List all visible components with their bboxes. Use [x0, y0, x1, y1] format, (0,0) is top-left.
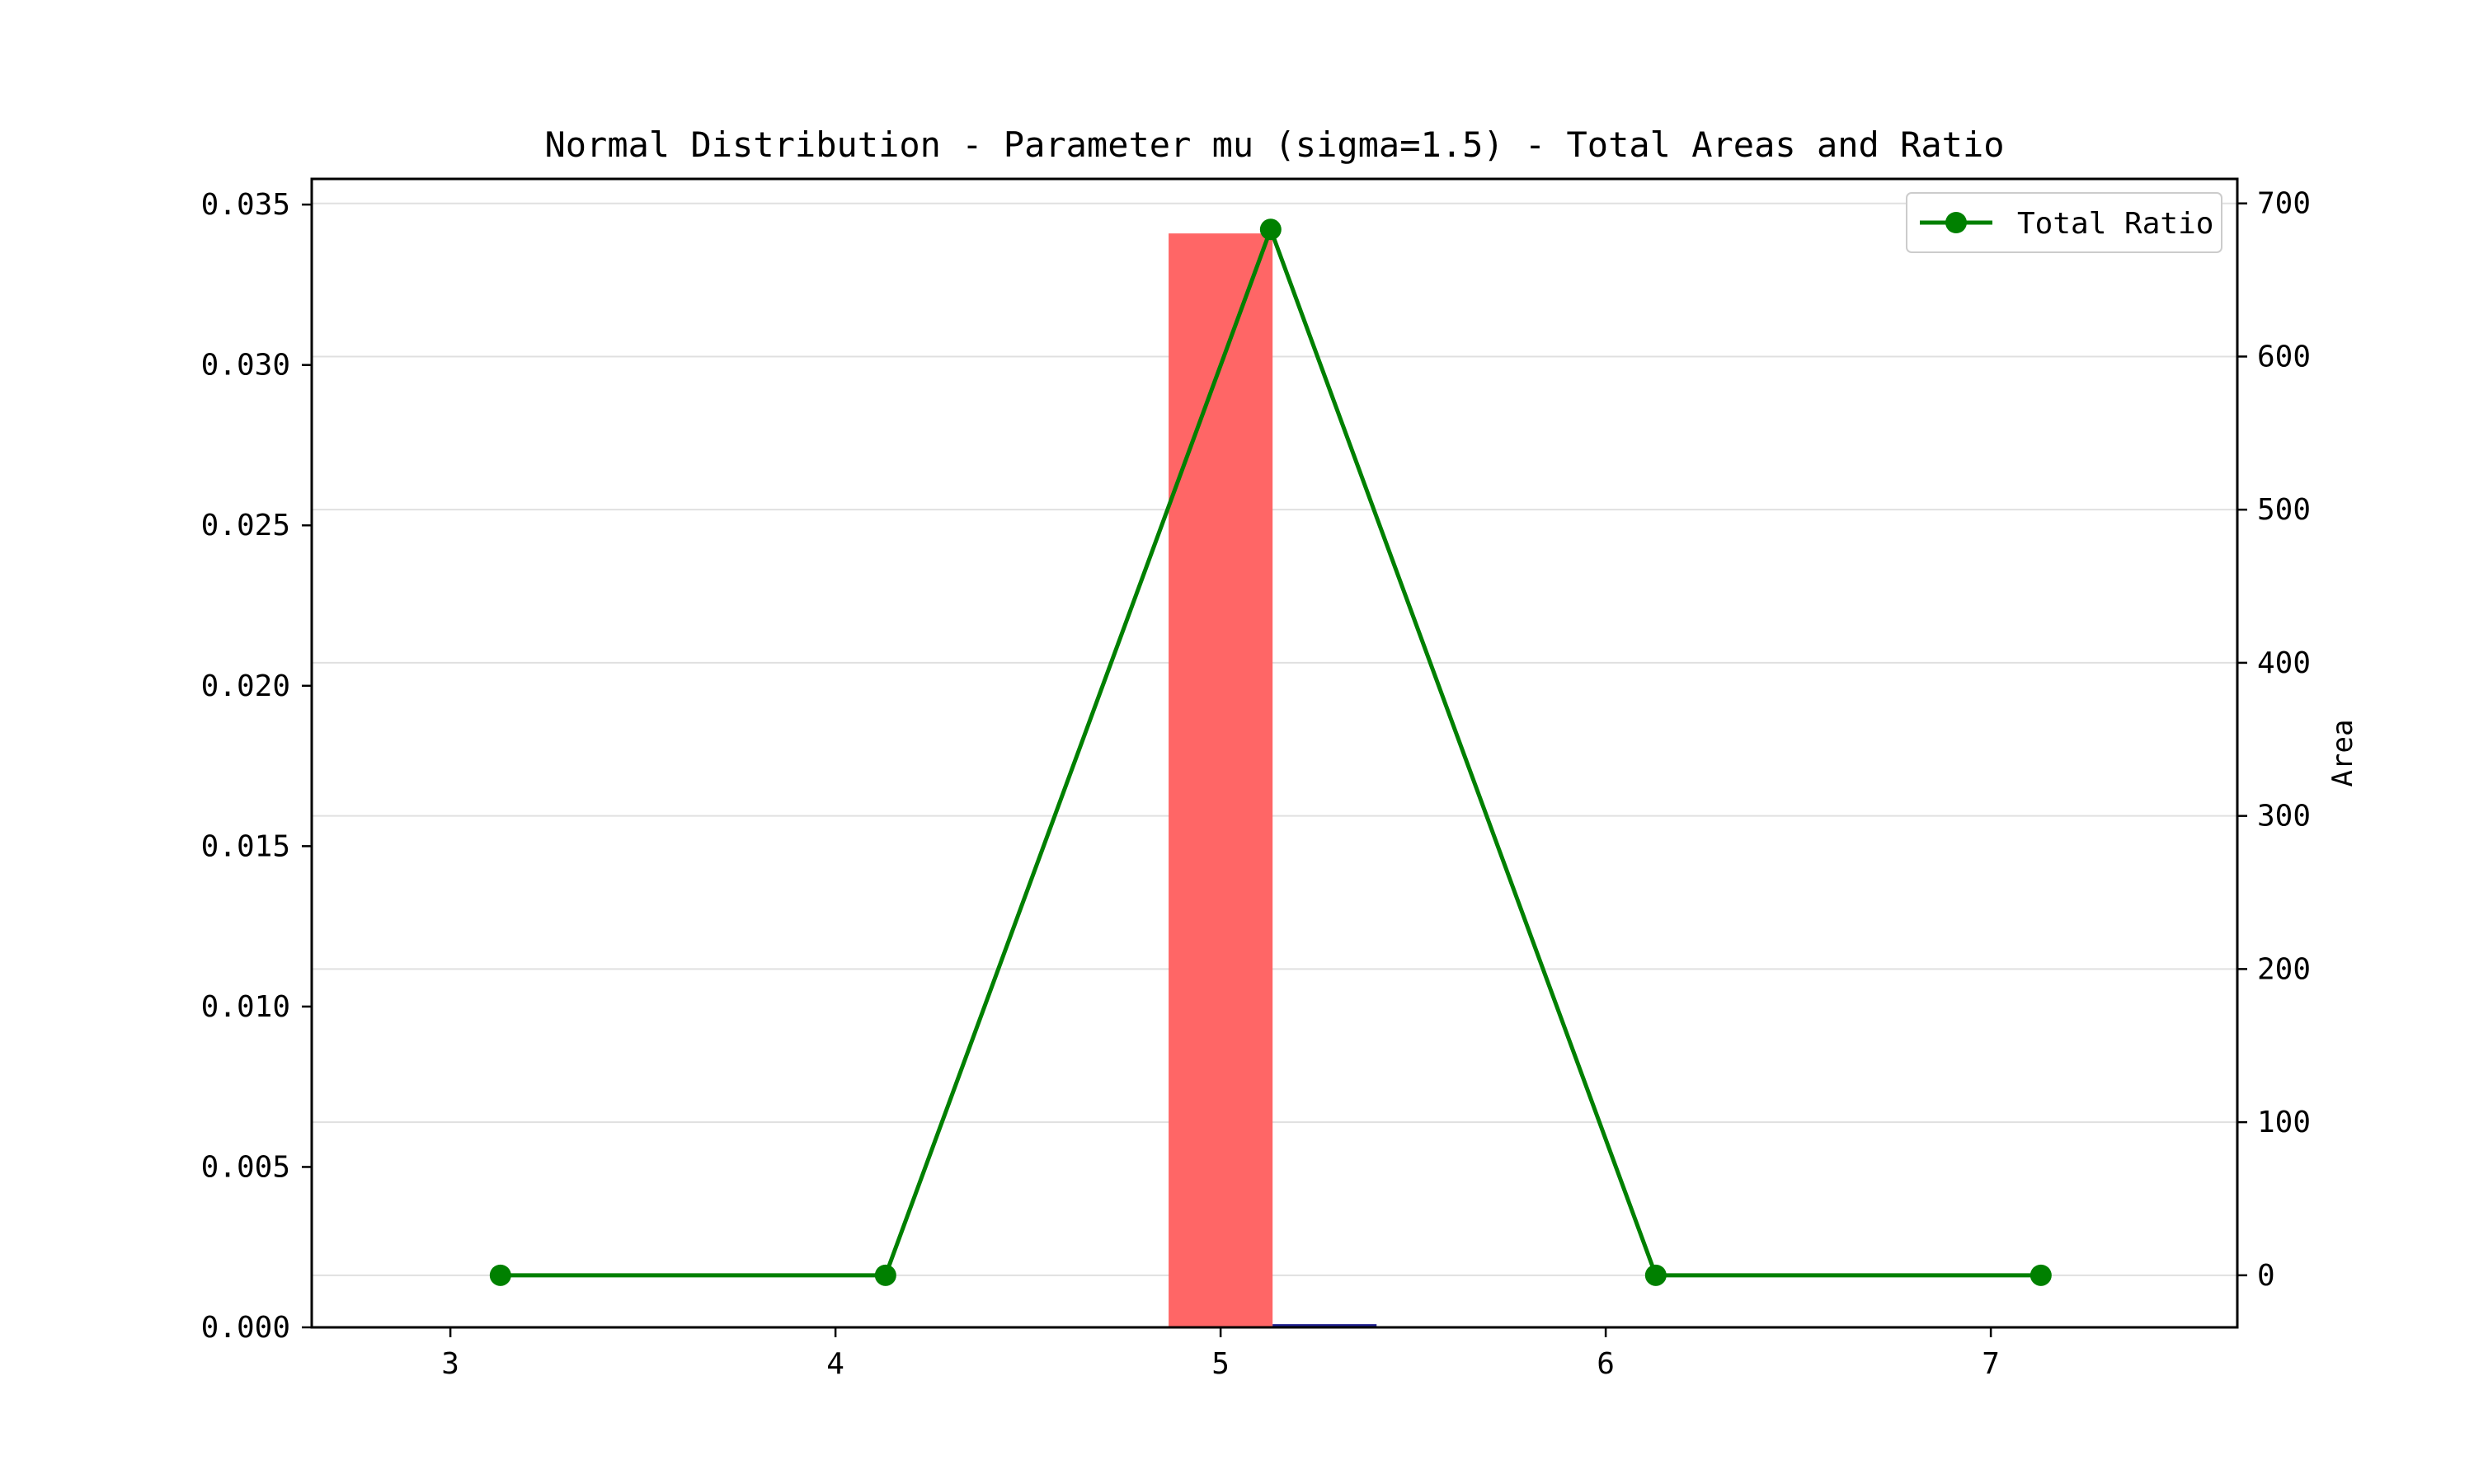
y-left-tick-label: 0.025 — [201, 509, 290, 542]
x-tick-label: 5 — [1211, 1347, 1230, 1381]
x-tick-label: 3 — [441, 1347, 459, 1381]
x-tick-label: 4 — [826, 1347, 844, 1381]
y-right-tick-label: 200 — [2257, 952, 2311, 986]
legend-label: Total Ratio — [2017, 207, 2213, 241]
legend-box — [1906, 192, 2222, 253]
y-left-tick-label: 0.030 — [201, 349, 290, 383]
y-right-tick-label: 0 — [2257, 1259, 2275, 1293]
y-left-axis: 0.000 0.005 0.010 0.015 0.020 0.025 0.030 0.035 — [201, 188, 312, 1345]
y-right-axis-label: Area — [2326, 720, 2359, 787]
series-point — [1644, 1264, 1667, 1286]
y-left-tick-label: 0.000 — [201, 1311, 290, 1345]
series-point — [1259, 218, 1282, 241]
y-right-axis: 0 100 200 300 400 500 600 700 — [2237, 187, 2311, 1293]
plot-frame — [310, 177, 2239, 1329]
y-left-tick-label: 0.035 — [201, 188, 290, 222]
series-point — [489, 1264, 511, 1286]
y-right-tick-label: 300 — [2257, 800, 2311, 834]
y-left-tick-label: 0.015 — [201, 829, 290, 863]
legend: Total Ratio — [1906, 192, 2222, 253]
legend-marker — [1945, 212, 1967, 233]
series-point — [2030, 1264, 2052, 1286]
y-right-tick-label: 500 — [2257, 493, 2311, 527]
y-left-tick-label: 0.005 — [201, 1150, 290, 1184]
chart-title: Normal Distribution - Parameter mu (sigm… — [544, 124, 2004, 165]
y-right-tick-label: 100 — [2257, 1106, 2311, 1139]
y-right-tick-label: 600 — [2257, 340, 2311, 373]
bars — [1169, 233, 1377, 1327]
line-series — [489, 218, 2052, 1286]
series-point — [874, 1264, 896, 1286]
y-left-tick-label: 0.020 — [201, 669, 290, 703]
bar — [1169, 233, 1273, 1327]
y-left-tick-label: 0.010 — [201, 990, 290, 1024]
bar — [1272, 1324, 1377, 1327]
x-tick-label: 7 — [1982, 1347, 2000, 1381]
y-right-tick-label: 400 — [2257, 646, 2311, 680]
x-tick-label: 6 — [1597, 1347, 1615, 1381]
x-axis: 3 4 5 6 7 — [441, 1327, 2000, 1381]
y-right-tick-label: 700 — [2257, 187, 2311, 221]
